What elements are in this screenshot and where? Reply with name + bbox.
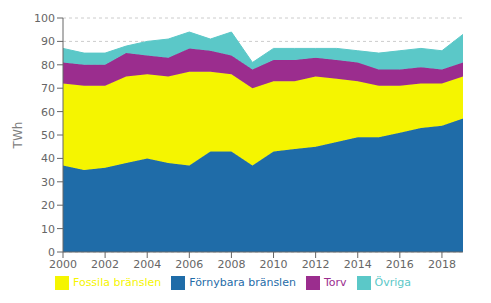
svg-text:2010: 2010 xyxy=(260,258,288,271)
svg-text:40: 40 xyxy=(41,152,55,165)
svg-text:90: 90 xyxy=(41,35,55,48)
svg-text:TWh: TWh xyxy=(11,122,25,150)
svg-text:20: 20 xyxy=(41,199,55,212)
html-text:Förnybara bränslen: Förnybara bränslen xyxy=(189,276,296,289)
svg-text:100: 100 xyxy=(34,12,55,25)
svg-text:50: 50 xyxy=(41,129,55,142)
svg-text:10: 10 xyxy=(41,223,55,236)
svg-text:2018: 2018 xyxy=(428,258,456,271)
svg-text:0: 0 xyxy=(48,246,55,259)
svg-text:2016: 2016 xyxy=(386,258,414,271)
svg-text:30: 30 xyxy=(41,176,55,189)
svg-text:2002: 2002 xyxy=(91,258,119,271)
svg-text:2008: 2008 xyxy=(217,258,245,271)
html-text:Torv: Torv xyxy=(323,276,347,289)
svg-text:2012: 2012 xyxy=(302,258,330,271)
svg-text:2014: 2014 xyxy=(344,258,372,271)
html-text:Fossila bränslen: Fossila bränslen xyxy=(73,276,162,289)
svg-text:2006: 2006 xyxy=(175,258,203,271)
svg-text:60: 60 xyxy=(41,106,55,119)
svg-text:2000: 2000 xyxy=(49,258,77,271)
svg-text:70: 70 xyxy=(41,82,55,95)
svg-text:80: 80 xyxy=(41,59,55,72)
svg-text:2004: 2004 xyxy=(133,258,161,271)
html-text:Övriga: Övriga xyxy=(374,276,411,289)
